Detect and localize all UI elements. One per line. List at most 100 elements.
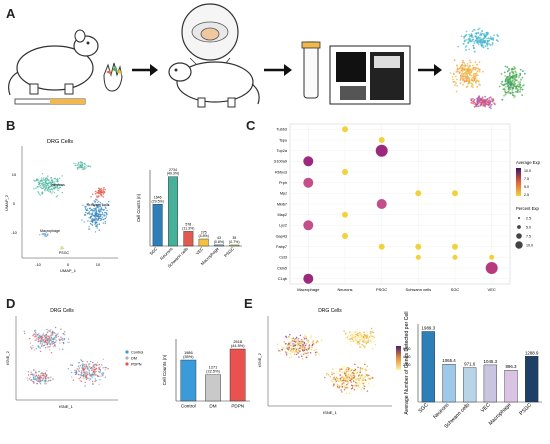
c-dot-12: [378, 243, 385, 250]
c-legend-avg-tick-1: 7.5: [524, 177, 529, 181]
c-gene-label-11: Fabp7: [276, 245, 287, 249]
c-gene-label-4: Rbfox3: [275, 170, 287, 174]
c-gene-label-10: Gap43: [276, 234, 287, 238]
c-dot-3: [303, 156, 314, 167]
b-bar-ylabel: Cell Counts (n): [136, 193, 141, 222]
c-dot-11: [342, 233, 348, 239]
sequencing-illustration: [301, 41, 411, 105]
d-bar-value-label-1: 1271: [209, 365, 218, 370]
e-bar-value-label-3: 1045.3: [484, 359, 498, 364]
c-legend-pct-title: Percent Exp: [516, 206, 539, 211]
arrow-3: [418, 64, 442, 76]
d-bar-ylabel: Cell Counts (n): [162, 354, 167, 385]
b-bar-value-label-1: (49.3%): [167, 172, 179, 176]
d-legend: Control DM PDPN: [125, 350, 143, 367]
b-ytick-1: 10: [12, 172, 17, 177]
b-ytick-3: -10: [11, 230, 18, 235]
e-bar-ylabel: Average Number of Genes Detected per Cel…: [404, 311, 410, 414]
b-ytick-2: 0: [13, 201, 16, 206]
b-bar-bar-4: [213, 244, 224, 247]
c-celltype-label-1: Neurons: [337, 287, 352, 292]
b-bar-bar-2: [183, 231, 194, 247]
panel-b-umap: DRG Cells 10 0 -10 -10 0 10 UMAP_1 UMAP_…: [4, 139, 118, 273]
e-bar-bar-0: [421, 331, 435, 403]
c-legend-avg-tick-0: 10.0: [524, 169, 531, 173]
panel-e-umap: DRG Cells tSNE_1 tSNE_2 6000 4000 2000: [257, 308, 411, 415]
b-bar-value-label-2: 578: [185, 223, 191, 227]
panel-label-b: B: [6, 118, 16, 133]
d-bar-value-label-0: 1986: [184, 350, 193, 355]
b-bar-value-label-5: 39: [232, 236, 236, 240]
e-bar-category-label-0: SGC: [418, 402, 430, 414]
b-cluster-psgc: PSGC: [59, 251, 70, 255]
e-bar-bar-3: [483, 364, 497, 403]
e-ylabel: tSNE_2: [257, 352, 262, 367]
d-bar-value-label-1: (22.5%): [206, 369, 220, 374]
b-xlabel: UMAP_1: [60, 268, 77, 273]
d-bar-value-label-2: (44.5%): [231, 343, 245, 348]
e-xlabel: tSNE_1: [323, 410, 338, 415]
b-bar-value-label-4: 43: [217, 236, 221, 240]
arrow-2: [264, 64, 292, 76]
c-legend-avg-title: Average Exp: [516, 160, 541, 165]
c-gene-label-1: Tspo: [279, 138, 287, 142]
b-xtick-3: 10: [96, 262, 101, 267]
panel-label-e: E: [244, 296, 253, 311]
e-bar-value-label-0: 1989.3: [422, 326, 436, 331]
c-gene-label-2: Top2a: [277, 149, 288, 153]
panel-c-dot-plot: Tubb3 Tspo Top2a S100a9 Rbfox3 Prph Mpz Mki67 Ma…: [274, 123, 541, 292]
e-bar-value-label-1: 1065.4: [442, 358, 456, 363]
c-gene-label-6: Mpz: [280, 192, 287, 196]
c-gene-label-13: Cldn5: [277, 266, 287, 270]
c-dot-1: [378, 137, 385, 143]
c-dot-8: [376, 199, 387, 209]
b-bar-value-label-3: 275: [201, 230, 207, 234]
b-bar-category-label-3: VEC: [195, 246, 205, 256]
b-bar-bar-3: [198, 238, 209, 247]
arrow-1: [132, 64, 158, 76]
panel-a-cluster-plot: [449, 27, 526, 110]
d-bar-bar-2: [229, 348, 246, 402]
d-bar-bar-1: [205, 374, 221, 402]
c-celltype-label-0: Macrophage: [297, 287, 320, 292]
e-colorbar-tick-1: 6000: [403, 347, 411, 351]
e-bar-category-label-1: Neurons: [432, 402, 450, 420]
b-bar-category-label-1: Neurons: [159, 246, 174, 261]
c-dot-4: [342, 169, 348, 175]
panel-label-a: A: [6, 6, 16, 21]
c-gene-label-5: Prph: [279, 181, 287, 185]
d-legend-pdpn: PDPN: [131, 363, 142, 367]
b-bar-value-label-1: 2734: [169, 168, 177, 172]
e-colorbar-tick-2: 4000: [403, 355, 411, 359]
panel-b-bar-chart: Cell Counts (n) 1646(29.5%) SGC 2734(49.3%)…: [136, 168, 242, 269]
d-bar-bar-0: [180, 359, 197, 402]
panel-a-illustration: [8, 3, 526, 110]
b-bar-category-label-5: PSGC: [223, 246, 235, 258]
c-dot-16: [452, 254, 458, 260]
b-bar-value-label-5: (0.7%): [229, 240, 240, 244]
c-gene-label-3: S100a9: [274, 160, 287, 164]
d-bar-category-label-0: Control: [181, 404, 196, 409]
e-colorbar-tick-3: 2000: [403, 363, 411, 367]
c-legend-pct-tick-0: 2.5: [526, 216, 531, 220]
c-dot-7: [452, 190, 458, 197]
b-ylabel: UMAP_2: [4, 194, 9, 211]
e-bar-value-label-2: 971.6: [464, 362, 476, 367]
c-legend-colorbar: [516, 168, 521, 196]
c-gene-label-12: Cst3: [279, 256, 287, 260]
panel-label-d: D: [6, 296, 16, 311]
panel-d-bar-chart: Cell Counts (n) 1986(35%) Control 1271(22.5…: [162, 339, 250, 409]
c-dot-14: [452, 243, 458, 250]
c-dot-18: [485, 262, 498, 274]
e-bar-bar-2: [463, 367, 477, 403]
d-legend-dm: DM: [131, 357, 137, 361]
b-xtick-1: -10: [35, 262, 42, 267]
b-bar-value-label-0: 1646: [154, 196, 162, 200]
d-xlabel: tSNE_1: [59, 404, 74, 409]
d-umap-title: DRG Cells: [50, 308, 74, 314]
panel-e-bar-chart: Average Number of Genes Detected per Cel…: [404, 311, 542, 430]
c-gene-label-14: C1qb: [278, 277, 287, 281]
e-bar-bar-5: [525, 356, 539, 403]
c-gene-label-0: Tubb3: [276, 128, 287, 132]
c-celltype-label-3: Schwann cells: [406, 287, 432, 292]
